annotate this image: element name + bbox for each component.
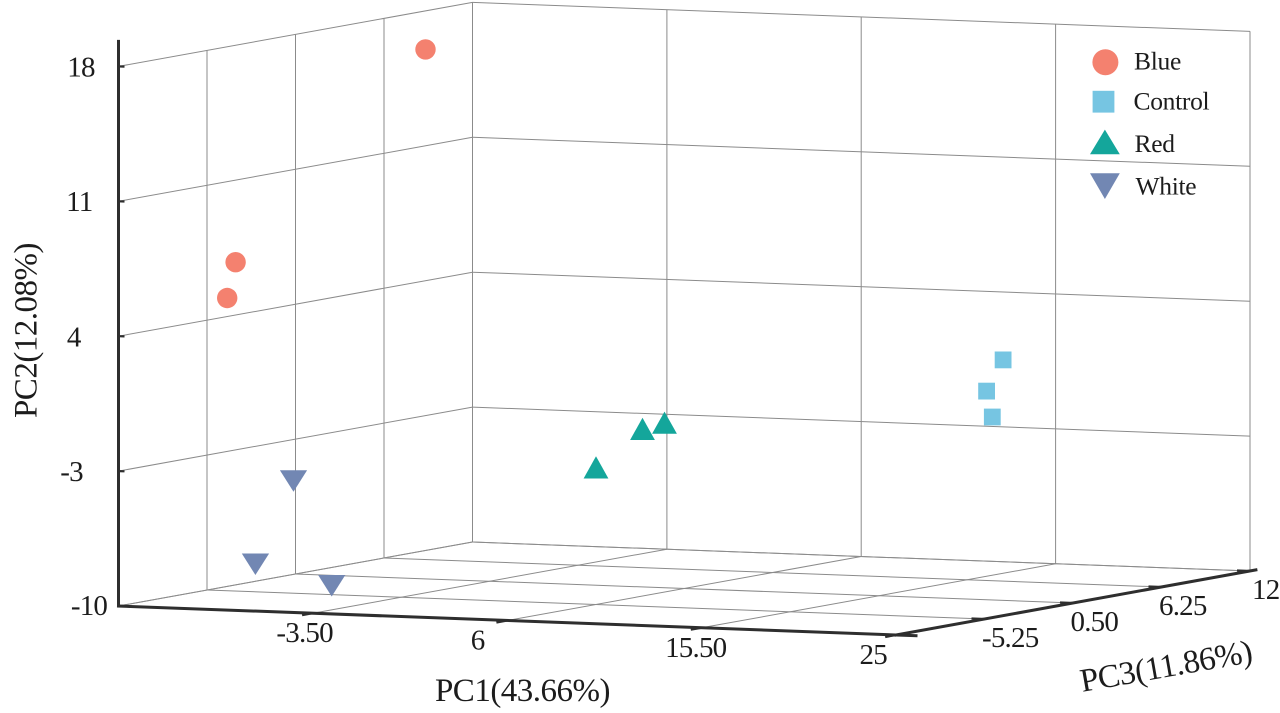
svg-text:-3: -3 <box>60 456 83 488</box>
svg-text:12: 12 <box>1252 574 1279 606</box>
svg-text:4: 4 <box>67 322 82 354</box>
svg-text:25: 25 <box>860 639 888 671</box>
svg-text:PC1(43.66%): PC1(43.66%) <box>435 673 610 709</box>
svg-text:PC2(12.08%): PC2(12.08%) <box>9 243 45 418</box>
svg-text:6: 6 <box>471 625 485 657</box>
svg-text:18: 18 <box>67 52 95 84</box>
svg-text:15.50: 15.50 <box>665 632 727 664</box>
svg-text:Blue: Blue <box>1134 47 1181 76</box>
svg-text:-3.50: -3.50 <box>276 617 333 649</box>
svg-text:11: 11 <box>66 186 92 218</box>
svg-text:White: White <box>1136 172 1197 201</box>
svg-text:6.25: 6.25 <box>1159 590 1207 622</box>
svg-text:-5.25: -5.25 <box>982 622 1039 654</box>
svg-text:Red: Red <box>1135 129 1176 158</box>
svg-text:-10: -10 <box>71 590 108 622</box>
svg-text:Control: Control <box>1134 87 1210 116</box>
svg-text:0.50: 0.50 <box>1071 606 1119 638</box>
